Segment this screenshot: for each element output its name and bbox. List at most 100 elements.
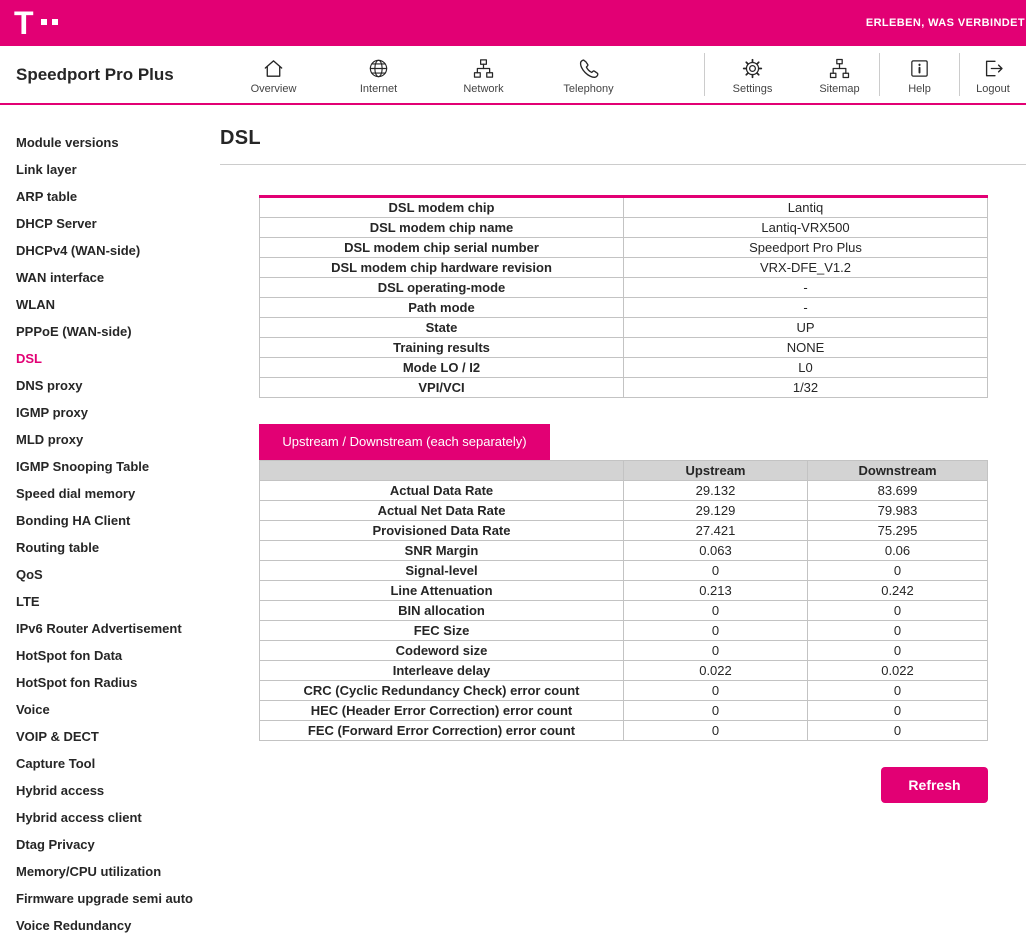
logo-dot (51, 18, 58, 25)
table-row: FEC (Forward Error Correction) error cou… (259, 720, 988, 741)
row-label: CRC (Cyclic Redundancy Check) error coun… (259, 680, 624, 701)
sidebar-item-dhcpv4-wan-side[interactable]: DHCPv4 (WAN-side) (16, 243, 141, 258)
nav-item-network[interactable]: Network (431, 46, 536, 103)
sidebar-item-speed-dial-memory[interactable]: Speed dial memory (16, 486, 136, 501)
logo-dots (40, 18, 58, 25)
sidebar-item-igmp-snooping-table[interactable]: IGMP Snooping Table (16, 459, 150, 474)
refresh-button[interactable]: Refresh (881, 767, 988, 803)
sidebar-item-wlan[interactable]: WLAN (16, 297, 55, 312)
network-icon (472, 57, 495, 80)
upstream-value: 0 (623, 620, 808, 641)
upstream-downstream-table-body: Actual Data Rate 29.132 83.699 Actual Net D… (259, 480, 988, 741)
sidebar-item-capture-tool[interactable]: Capture Tool (16, 756, 96, 771)
table-row: Actual Net Data Rate 29.129 79.983 (259, 500, 988, 521)
nav-label: Network (463, 82, 504, 95)
page-title: DSL (220, 127, 261, 149)
row-label: BIN allocation (259, 600, 624, 621)
sidebar-item-mld-proxy[interactable]: MLD proxy (16, 432, 84, 447)
upstream-value: 0 (623, 560, 808, 581)
row-value: - (623, 277, 988, 298)
main-nav: Overview Internet Network Telephony Settings… (221, 46, 1026, 103)
sidebar-item-module-versions[interactable]: Module versions (16, 135, 119, 150)
sidebar-item-firmware-upgrade-semi-auto[interactable]: Firmware upgrade semi auto (16, 891, 193, 906)
table-row: DSL modem chip Lantiq (259, 196, 988, 218)
info-icon (908, 57, 931, 80)
sidebar-item-dsl[interactable]: DSL (16, 351, 42, 366)
nav-item-logout[interactable]: Logout (960, 46, 1026, 103)
sidebar-item-link-layer[interactable]: Link layer (16, 162, 77, 177)
layout: Module versions Link layer ARP table DHCP S… (0, 105, 1026, 937)
row-label: HEC (Header Error Correction) error coun… (259, 700, 624, 721)
sidebar-item-hotspot-fon-radius[interactable]: HotSpot fon Radius (16, 675, 138, 690)
nav-item-settings[interactable]: Settings (705, 46, 800, 103)
sidebar-item-igmp-proxy[interactable]: IGMP proxy (16, 405, 89, 420)
downstream-value: 0 (807, 720, 988, 741)
sidebar-item-hybrid-access-client[interactable]: Hybrid access client (16, 810, 142, 825)
upstream-value: 0.213 (623, 580, 808, 601)
table-row: HEC (Header Error Correction) error coun… (259, 700, 988, 721)
sidebar-item-dhcp-server[interactable]: DHCP Server (16, 216, 97, 231)
sidebar-item-routing-table[interactable]: Routing table (16, 540, 100, 555)
table-row: Codeword size 0 0 (259, 640, 988, 661)
table-row: State UP (259, 317, 988, 338)
table-row: Interleave delay 0.022 0.022 (259, 660, 988, 681)
sidebar-item-hotspot-fon-data[interactable]: HotSpot fon Data (16, 648, 123, 663)
sidebar-item-memory-cpu-utilization[interactable]: Memory/CPU utilization (16, 864, 162, 879)
upstream-value: 0 (623, 680, 808, 701)
sidebar-item-hybrid-access[interactable]: Hybrid access (16, 783, 105, 798)
row-value: Lantiq-VRX500 (623, 217, 988, 238)
sidebar-item-wan-interface[interactable]: WAN interface (16, 270, 105, 285)
app-title: Speedport Pro Plus (16, 64, 174, 84)
table-header-row: Upstream Downstream (259, 460, 988, 481)
sidebar-item-lte[interactable]: LTE (16, 594, 40, 609)
gear-icon (741, 57, 764, 80)
row-label: FEC Size (259, 620, 624, 641)
downstream-value: 79.983 (807, 500, 988, 521)
downstream-value: 0 (807, 600, 988, 621)
row-label: State (259, 317, 624, 338)
sidebar-item-qos[interactable]: QoS (16, 567, 43, 582)
upstream-value: 0 (623, 720, 808, 741)
sidebar-item-voice-redundancy[interactable]: Voice Redundancy (16, 918, 132, 933)
title-divider (220, 164, 1026, 165)
row-label: Provisioned Data Rate (259, 520, 624, 541)
table-row: VPI/VCI 1/32 (259, 377, 988, 398)
downstream-value: 0.06 (807, 540, 988, 561)
upstream-value: 0 (623, 640, 808, 661)
row-label: DSL modem chip name (259, 217, 624, 238)
nav-label: Help (908, 82, 931, 95)
logo-dot (40, 18, 47, 25)
row-value: VRX-DFE_V1.2 (623, 257, 988, 278)
row-label: DSL operating-mode (259, 277, 624, 298)
downstream-value: 75.295 (807, 520, 988, 541)
upstream-value: 29.132 (623, 480, 808, 501)
sidebar-item-dns-proxy[interactable]: DNS proxy (16, 378, 83, 393)
row-label: Signal-level (259, 560, 624, 581)
row-label: DSL modem chip serial number (259, 237, 624, 258)
nav-label: Sitemap (819, 82, 860, 95)
sidebar-item-bonding-ha-client[interactable]: Bonding HA Client (16, 513, 131, 528)
nav-item-help[interactable]: Help (880, 46, 959, 103)
upstream-value: 0.022 (623, 660, 808, 681)
nav-item-sitemap[interactable]: Sitemap (800, 46, 879, 103)
sidebar-item-ipv6-router-advertisement[interactable]: IPv6 Router Advertisement (16, 621, 182, 636)
table-row: Actual Data Rate 29.132 83.699 (259, 480, 988, 501)
row-label: DSL modem chip hardware revision (259, 257, 624, 278)
row-label: Mode LO / I2 (259, 357, 624, 378)
brand-slogan: ERLEBEN, WAS VERBINDET (865, 17, 1025, 29)
nav-label: Internet (359, 82, 398, 95)
topbar: T ERLEBEN, WAS VERBINDET (0, 0, 1026, 46)
nav-item-internet[interactable]: Internet (326, 46, 431, 103)
dsl-info-table-body: DSL modem chip Lantiq DSL modem chip name L… (259, 196, 988, 398)
sidebar-item-voice[interactable]: Voice (16, 702, 50, 717)
row-label: Line Attenuation (259, 580, 624, 601)
sidebar-item-pppoe-wan-side[interactable]: PPPoE (WAN-side) (16, 324, 132, 339)
table-row: SNR Margin 0.063 0.06 (259, 540, 988, 561)
sidebar-item-dtag-privacy[interactable]: Dtag Privacy (16, 837, 95, 852)
nav-label: Logout (976, 82, 1010, 95)
sidebar-item-arp-table[interactable]: ARP table (16, 189, 78, 204)
nav-item-overview[interactable]: Overview (221, 46, 326, 103)
nav-item-telephony[interactable]: Telephony (536, 46, 641, 103)
sidebar-item-voip-dect[interactable]: VOIP & DECT (16, 729, 99, 744)
row-label: DSL modem chip (259, 196, 624, 218)
